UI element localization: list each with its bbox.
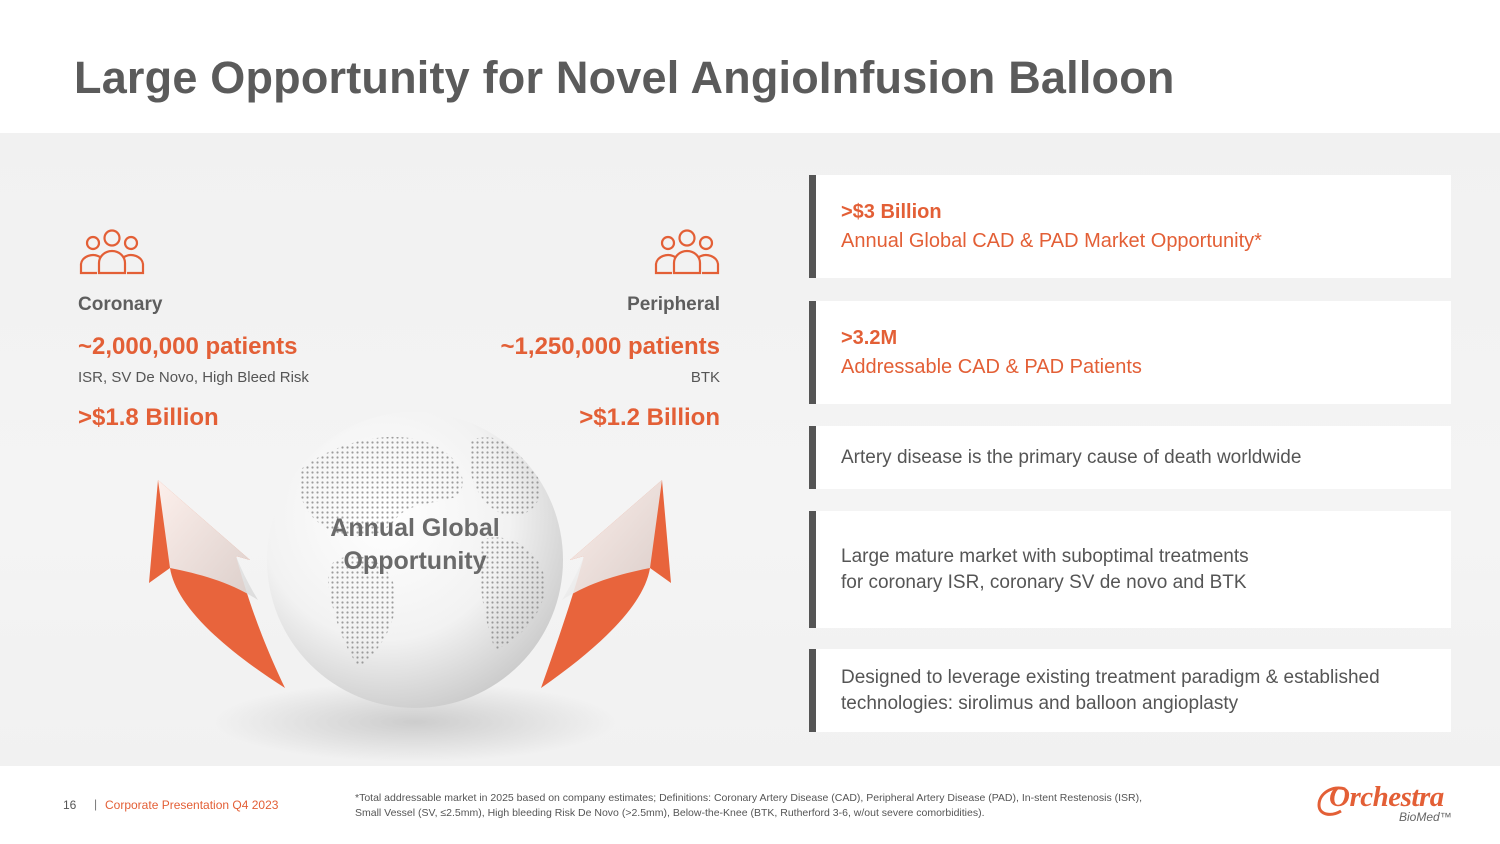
footnote-line1: *Total addressable market in 2025 based … bbox=[355, 792, 1143, 804]
peripheral-value: >$1.2 Billion bbox=[579, 404, 720, 431]
globe-label-line1: Annual Global bbox=[330, 514, 500, 542]
people-group-icon bbox=[79, 229, 145, 275]
peripheral-indication: BTK bbox=[690, 369, 720, 386]
footnote-line2: Small Vessel (SV, ≤2.5mm), High bleeding… bbox=[355, 807, 985, 819]
card-text: Artery disease is the primary cause of d… bbox=[841, 446, 1302, 468]
card-market-opportunity: >$3 Billion Annual Global CAD & PAD Mark… bbox=[809, 175, 1451, 278]
coronary-label: Coronary bbox=[78, 294, 163, 315]
coronary-patients: ~2,000,000 patients bbox=[78, 333, 298, 360]
card-text-line1: Large mature market with suboptimal trea… bbox=[841, 545, 1249, 567]
card-artery-disease: Artery disease is the primary cause of d… bbox=[809, 426, 1451, 489]
footer-separator: | bbox=[94, 797, 98, 811]
card-headline: >$3 Billion bbox=[841, 200, 942, 223]
globe-illustration bbox=[149, 412, 671, 762]
card-headline: >3.2M bbox=[841, 326, 898, 349]
logo-swoosh-icon bbox=[1317, 786, 1346, 816]
globe-label-line2: Opportunity bbox=[343, 547, 487, 575]
card-subline: Annual Global CAD & PAD Market Opportuni… bbox=[841, 229, 1262, 252]
logo-subtitle: BioMed™ bbox=[1399, 810, 1452, 824]
card-mature-market: Large mature market with suboptimal trea… bbox=[809, 511, 1451, 628]
page-title: Large Opportunity for Novel AngioInfusio… bbox=[74, 52, 1175, 103]
coronary-value: >$1.8 Billion bbox=[78, 404, 219, 431]
globe-label: Annual Global Opportunity bbox=[305, 512, 525, 578]
footnote: *Total addressable market in 2025 based … bbox=[355, 791, 1235, 821]
logo-wordmark: Orchestra bbox=[1329, 781, 1444, 813]
deck-name: Corporate Presentation Q4 2023 bbox=[105, 798, 279, 812]
card-text-line2: for coronary ISR, coronary SV de novo an… bbox=[841, 571, 1247, 593]
card-text-line1: Designed to leverage existing treatment … bbox=[841, 666, 1380, 688]
card-addressable-patients: >3.2M Addressable CAD & PAD Patients bbox=[809, 301, 1451, 404]
people-group-icon bbox=[654, 229, 720, 275]
card-subline: Addressable CAD & PAD Patients bbox=[841, 355, 1142, 378]
page-number: 16 bbox=[63, 798, 77, 812]
card-text-line2: technologies: sirolimus and balloon angi… bbox=[841, 692, 1239, 714]
peripheral-patients: ~1,250,000 patients bbox=[500, 333, 720, 360]
card-leverage-paradigm: Designed to leverage existing treatment … bbox=[809, 649, 1451, 732]
peripheral-label: Peripheral bbox=[627, 294, 720, 315]
coronary-indication: ISR, SV De Novo, High Bleed Risk bbox=[78, 369, 309, 386]
orchestra-biomed-logo: Orchestra BioMed™ bbox=[1315, 781, 1455, 827]
